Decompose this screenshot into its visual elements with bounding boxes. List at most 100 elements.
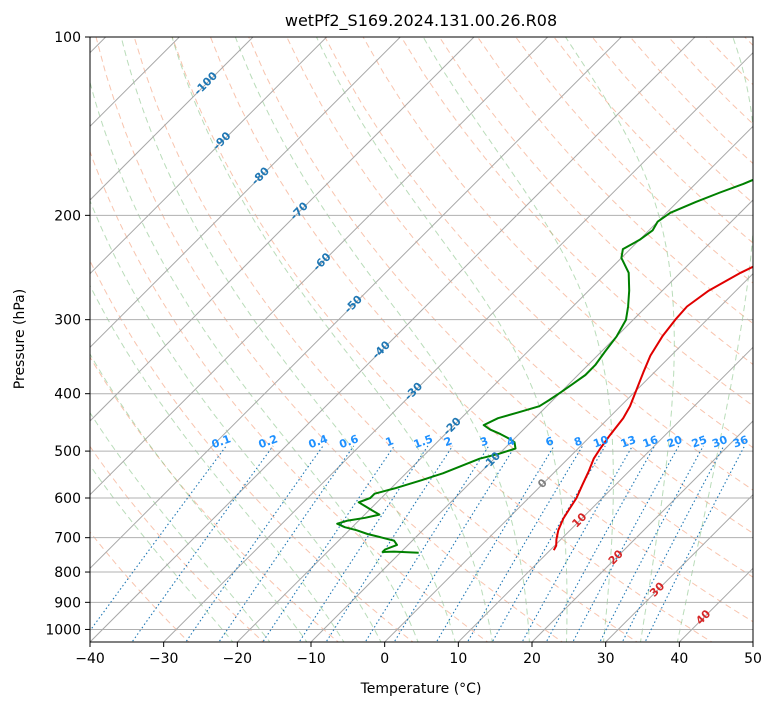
- mixing-ratio-line: [393, 445, 516, 642]
- dry-adiabat: [553, 37, 753, 244]
- x-tick-label: −10: [296, 651, 326, 667]
- plot-frame: [89, 36, 754, 643]
- mixing-ratio-label: 4: [505, 434, 517, 449]
- mixing-ratio-label: 2: [442, 434, 454, 449]
- x-axis-title: Temperature (°C): [360, 681, 482, 697]
- isotherm-line: [678, 567, 753, 642]
- mixing-ratio-line: [491, 445, 606, 642]
- mixing-ratio-line: [364, 445, 490, 642]
- y-tick-label: 400: [54, 387, 81, 403]
- temperature-profile: [552, 265, 753, 551]
- dry-adiabat: [90, 445, 265, 642]
- profiles: [336, 178, 753, 554]
- mixing-ratio-label: 25: [690, 433, 709, 450]
- isotherm-label: -20: [441, 415, 464, 438]
- isotherm-line: [90, 37, 549, 496]
- moist-adiabat: [120, 37, 456, 642]
- isotherm-line: [531, 420, 753, 642]
- isotherm-line: [90, 37, 254, 201]
- x-tick-label: −20: [223, 651, 253, 667]
- y-tick-label: 100: [54, 30, 81, 46]
- isotherm-label: 40: [693, 607, 713, 627]
- dry-adiabat: [744, 37, 753, 47]
- mixing-ratio-line: [545, 445, 656, 642]
- y-axis: 100 200 300 400 500 600 700 800 900 1000: [45, 30, 90, 638]
- mixing-ratio-line: [262, 445, 395, 642]
- dry-adiabat: [133, 37, 638, 642]
- isotherm-label: -90: [210, 129, 233, 152]
- x-tick-label: 30: [597, 651, 615, 667]
- y-tick-label: 1000: [45, 622, 81, 638]
- mixing-ratio-line: [185, 445, 324, 642]
- dry-adiabat: [362, 37, 753, 449]
- dry-adiabat: [90, 259, 414, 642]
- moist-adiabat: [90, 464, 234, 642]
- isotherm-line: [90, 37, 623, 570]
- dry-adiabat: [248, 37, 753, 578]
- mixing-ratio-label: 8: [572, 434, 584, 449]
- grid-lines: [90, 37, 753, 630]
- y-tick-label: 200: [54, 208, 81, 224]
- isotherm-line: [457, 346, 753, 642]
- mixing-ratio-label: 0.1: [210, 432, 233, 451]
- isotherm-line: [383, 272, 753, 642]
- mixing-ratio-line: [521, 445, 633, 642]
- mixing-ratio-line: [298, 445, 429, 642]
- dry-adiabat: [324, 37, 753, 491]
- mixing-ratio-label: 30: [710, 433, 729, 451]
- isotherm-line: [90, 37, 328, 275]
- mixing-ratio-line: [325, 445, 454, 642]
- y-tick-label: 800: [54, 565, 81, 581]
- mixing-ratio-lines: [90, 445, 746, 642]
- moist-adiabat: [171, 37, 493, 642]
- mixing-ratio-label: 36: [731, 433, 750, 451]
- moist-adiabat: [90, 353, 308, 642]
- dry-adiabat: [90, 150, 489, 642]
- mixing-ratio-line: [466, 445, 584, 642]
- isotherm-label: -80: [249, 164, 272, 187]
- isotherm-line: [162, 51, 753, 642]
- isotherm-line: [90, 37, 181, 128]
- mixing-ratio-labels: 0.1 0.2 0.4 0.6 1 1.5 2 3 4 6 8 10 13 16 20 25 30 36: [210, 432, 751, 451]
- moist-adiabat: [90, 199, 382, 642]
- isotherm-line: [90, 37, 696, 642]
- moist-adiabat: [90, 411, 271, 642]
- dry-adiabat: [171, 37, 713, 642]
- dry-adiabat: [400, 37, 753, 407]
- isotherm-line: [90, 37, 402, 349]
- dry-adiabat: [438, 37, 753, 366]
- mixing-ratio-label: 3: [478, 434, 490, 449]
- y-tick-label: 700: [54, 531, 81, 547]
- dry-adiabat: [477, 37, 753, 325]
- isotherm-line: [236, 125, 753, 642]
- mixing-ratio-label: 1.5: [412, 432, 435, 451]
- mixing-ratio-label: 1: [384, 434, 396, 449]
- mixing-ratio-label: 10: [591, 433, 610, 451]
- x-tick-label: 0: [380, 651, 389, 667]
- mixing-ratio-label: 0.6: [338, 432, 361, 451]
- mixing-ratio-line: [599, 445, 704, 642]
- y-tick-label: 300: [54, 313, 81, 329]
- y-tick-label: 600: [54, 491, 81, 507]
- mixing-ratio-label: 0.2: [257, 432, 280, 451]
- moist-adiabat: [316, 37, 568, 642]
- mixing-ratio-label: 0.4: [307, 432, 330, 451]
- mixing-ratio-label: 13: [619, 433, 638, 450]
- x-axis: −40 −30 −20 −10 0 10 20 30 40 50: [75, 642, 762, 667]
- mixing-ratio-label: 20: [665, 433, 684, 451]
- moist-adiabat: [90, 284, 345, 642]
- x-tick-label: 20: [523, 651, 541, 667]
- isotherm-line: [90, 37, 475, 422]
- chart-title: wetPf2_S169.2024.131.00.26.R08: [285, 11, 557, 31]
- x-tick-label: 50: [744, 651, 762, 667]
- mixing-ratio-line: [218, 445, 355, 642]
- mixing-ratio-label: 16: [641, 433, 660, 451]
- dewpoint-profile: [336, 178, 753, 554]
- moist-adiabat: [90, 80, 419, 642]
- y-tick-label: 500: [54, 444, 81, 460]
- x-tick-label: −30: [149, 651, 179, 667]
- skew-isotherms: [90, 37, 753, 642]
- y-tick-label: 900: [54, 595, 81, 611]
